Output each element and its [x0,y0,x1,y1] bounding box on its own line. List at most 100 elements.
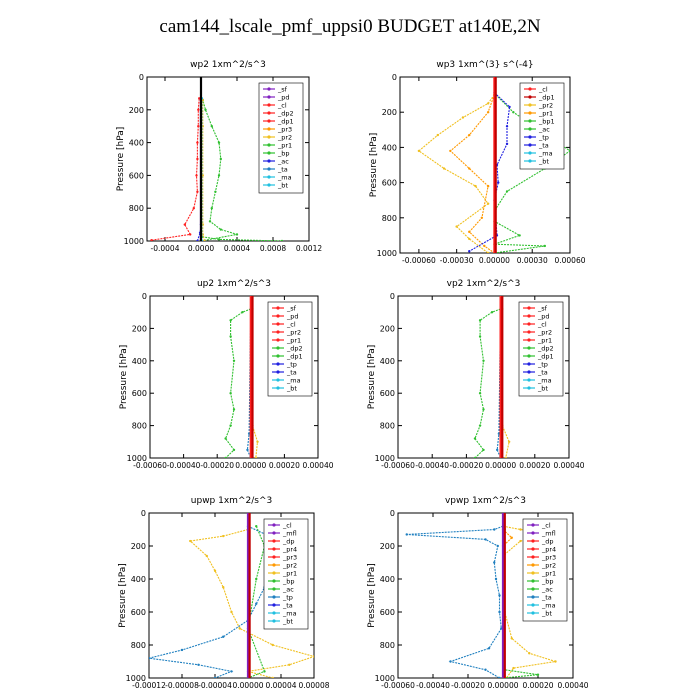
legend-marker [531,587,535,591]
y-tick-label: 200 [132,324,147,333]
series-point [255,577,258,581]
series-point [494,577,498,581]
legend-marker [276,370,280,374]
legend-marker [272,611,276,615]
chart-wp3: wp3 1xm^(3} s^(-4} Pressure [hPa] 0 200 400 6… [369,60,586,265]
legend-entry: _ac [277,158,289,166]
y-tick-label: 200 [380,542,395,551]
legend-marker [272,539,276,543]
series-point [232,408,236,411]
legend-marker [527,322,531,326]
series-line-3 [469,92,511,252]
legend-entry: _pd [537,313,550,321]
series-point [498,610,501,614]
legend-entry: _dp2 [286,345,303,353]
legend-marker [527,354,531,358]
legend-marker [531,571,535,575]
series-point [246,448,249,452]
legend-marker [276,322,280,326]
legend-entry: _bp [541,578,554,586]
series-point [196,141,199,144]
legend-entry: _cl [538,86,548,94]
plot-frame [397,512,574,679]
legend-entry: _ma [282,610,297,618]
series-point [486,251,490,253]
legend-marker [528,135,532,139]
legend-entry: _pr3 [282,554,297,562]
y-tick-label: 800 [380,641,395,650]
series-point [512,111,515,114]
legend-marker [276,362,280,366]
legend-entry: _pr4 [541,546,556,554]
x-tick-label: 0.00020 [519,461,550,470]
x-tick-label: -0.00020 [450,461,484,470]
series-point [498,594,501,597]
legend-marker [272,619,276,623]
legend-entry: _ac [541,586,553,594]
legend-entry: _dp1 [286,353,303,361]
plot-frame [148,512,315,679]
series-point [203,239,206,241]
x-tick-label: 0.00040 [553,461,584,470]
series-point [219,157,222,161]
series-point [518,234,521,237]
x-tick-label: 0.00000 [232,681,263,690]
legend-marker [527,370,531,374]
y-tick-label: 0 [142,292,147,301]
chart-title: up2 1xm^2/s^3 [197,279,271,289]
series-point [219,228,222,231]
legend-entry: _pr2 [282,562,297,570]
legend-marker [528,119,532,123]
legend-marker [528,95,532,99]
legend-entry: _bt [538,158,549,166]
chart-title: wp3 1xm^(3} s^(-4} [436,60,533,70]
legend-entry: _ta [282,602,293,610]
series-point [183,223,186,226]
y-tick-label: 400 [382,143,397,152]
x-tick-label: 0.00008 [298,681,329,690]
x-tick-label: -0.00004 [198,681,232,690]
legend-marker [267,111,271,115]
y-tick-label: 1000 [375,454,395,463]
series-point [536,673,540,676]
series-line-1 [202,236,283,241]
series-point [468,230,471,234]
series-point [505,190,509,193]
series-point [480,216,484,219]
series-point [510,536,513,539]
legend-entry: _dp1 [538,94,555,102]
y-tick-label: 600 [129,171,144,180]
series-point [210,125,213,128]
series-point [482,359,485,362]
y-tick-label: 600 [382,179,397,188]
series-point [271,643,274,647]
series-point [568,149,570,153]
series-point [255,602,258,605]
legend-entry: _tp [537,361,548,369]
series-point [213,676,217,678]
y-tick-label: 1000 [127,454,147,463]
legend-entry: _pr1 [538,110,553,118]
legend-entry: _pd [286,313,299,321]
series-point [493,528,496,531]
series-point [486,202,490,205]
series-point [510,637,513,640]
series-line-0 [224,308,251,458]
y-tick-label: 800 [132,422,147,431]
legend-marker [527,330,531,334]
series-point [280,239,284,241]
series-point [210,207,213,210]
legend-marker [527,386,531,390]
series-point [490,311,494,314]
series-point [504,456,507,458]
legend-marker [276,314,280,318]
legend-marker [276,330,280,334]
x-tick-label: -0.00020 [451,681,485,690]
series-point [478,319,482,322]
y-tick-label: 200 [129,106,144,115]
legend-marker [531,595,535,599]
x-tick-label: -0.00060 [402,256,436,265]
legend-marker [531,611,535,615]
legend-entry: _pr2 [277,134,292,142]
legend-entry: _pd [277,94,290,102]
